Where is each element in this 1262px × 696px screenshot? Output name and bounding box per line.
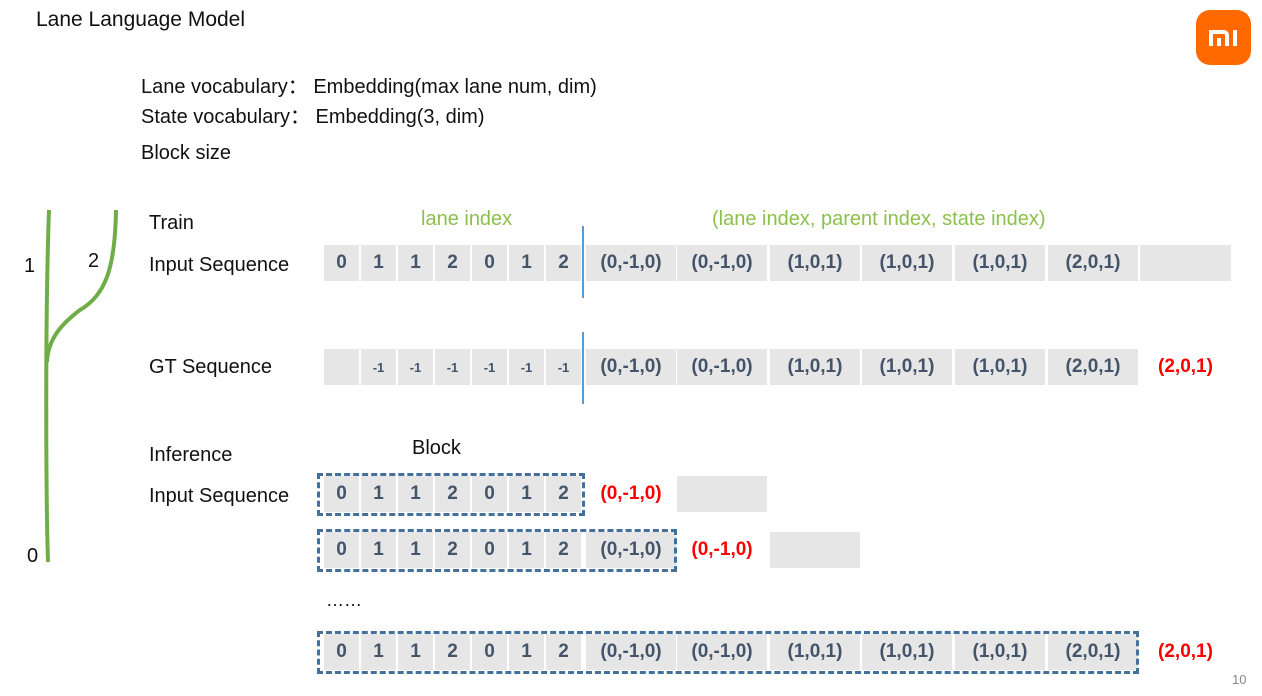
state-vocabulary-text: State vocabulary： Embedding(3, dim): [141, 106, 485, 128]
inf3-token-cell: 0: [324, 634, 359, 670]
slide-title: Lane Language Model: [36, 8, 246, 31]
mi-logo-icon: [1209, 30, 1237, 46]
train-input-token-cell: 1: [361, 245, 396, 281]
lane-0-1-curve: [44, 209, 51, 563]
inf2-token-cell: 2: [435, 532, 470, 568]
train-input-token-cell: 1: [398, 245, 433, 281]
train-input-token-cell: 1: [509, 245, 544, 281]
inf3-token-cell: 2: [435, 634, 470, 670]
inf3-token-cell: 1: [361, 634, 396, 670]
inf1-token-cell: 1: [398, 476, 433, 512]
triplet-header: (lane index, parent index, state index): [712, 208, 1046, 230]
inf3-triplet-cell: (2,0,1): [1048, 634, 1138, 670]
inf2-triplet-cell: [770, 532, 860, 568]
train-input-token-cell: 0: [324, 245, 359, 281]
gt-token-cell: -1: [398, 349, 433, 385]
inference-input-sequence-label: Input Sequence: [149, 485, 290, 507]
gt-token-cell: -1: [435, 349, 470, 385]
inf3-triplet-cell: (2,0,1): [1158, 641, 1213, 662]
train-input-triplet-cell: (2,0,1): [1048, 245, 1138, 281]
lane-2-curve: [45, 209, 118, 363]
train-input-triplet-cell: (1,0,1): [862, 245, 952, 281]
inf3-triplet-cell: (1,0,1): [955, 634, 1045, 670]
gt-token-cell: -1: [509, 349, 544, 385]
inf3-token-cell: 1: [509, 634, 544, 670]
inf1-token-cell: 2: [435, 476, 470, 512]
page-number: 10: [1232, 672, 1247, 687]
inf1-token-cell: 2: [546, 476, 581, 512]
inf2-token-cell: 1: [398, 532, 433, 568]
ellipsis-label: ……: [326, 590, 362, 610]
inf3-triplet-cell: (1,0,1): [770, 634, 860, 670]
gt-triplet-cell: (1,0,1): [955, 349, 1045, 385]
gt-triplet-cell: (0,-1,0): [677, 349, 767, 385]
inf2-token-cell: 1: [361, 532, 396, 568]
inf2-triplet-cell: (0,-1,0): [691, 539, 753, 560]
gt-triplet-cell: (1,0,1): [862, 349, 952, 385]
gt-sequence-label: GT Sequence: [149, 356, 273, 378]
gt-triplet-cell: (0,-1,0): [586, 349, 676, 385]
inference-block-3: [317, 631, 1139, 674]
inf2-token-cell: 2: [546, 532, 581, 568]
inference-block-1: [317, 473, 585, 516]
inf2-token-cell: 0: [324, 532, 359, 568]
lane-vocabulary-text: Lane vocabulary： Embedding(max lane num,…: [141, 76, 597, 98]
train-input-token-cell: 2: [435, 245, 470, 281]
inf2-triplet-cell: (0,-1,0): [586, 532, 676, 568]
inf1-token-cell: 0: [472, 476, 507, 512]
inf1-triplet-cell: [677, 476, 767, 512]
lane-label-0: 0: [27, 545, 39, 567]
gt-triplet-cell: (1,0,1): [770, 349, 860, 385]
gt-separator: [582, 332, 584, 404]
lane-index-header: lane index: [421, 208, 513, 230]
train-input-triplet-cell: [1140, 245, 1231, 281]
gt-token-cell: -1: [361, 349, 396, 385]
lane-tree-diagram: [44, 209, 118, 563]
train-input-triplet-cell: (1,0,1): [955, 245, 1045, 281]
inf3-triplet-cell: (0,-1,0): [586, 634, 676, 670]
block-label: Block: [412, 437, 461, 459]
gt-token-cell: -1: [546, 349, 581, 385]
inf3-triplet-cell: (0,-1,0): [677, 634, 767, 670]
inf2-token-cell: 1: [509, 532, 544, 568]
train-input-triplet-cell: (0,-1,0): [677, 245, 767, 281]
inf3-token-cell: 2: [546, 634, 581, 670]
lane-label-2: 2: [88, 250, 100, 272]
inf1-token-cell: 0: [324, 476, 359, 512]
inference-block-2: [317, 529, 677, 572]
gt-token-cell: -1: [472, 349, 507, 385]
train-input-sequence-label: Input Sequence: [149, 254, 290, 276]
train-input-token-cell: 2: [546, 245, 581, 281]
inf1-triplet-cell: (0,-1,0): [600, 483, 662, 504]
inf1-token-cell: 1: [361, 476, 396, 512]
gt-token-cell: [324, 349, 359, 385]
gt-triplet-cell: (2,0,1): [1048, 349, 1138, 385]
gt-triplet-cell: (2,0,1): [1158, 356, 1213, 377]
inf3-triplet-cell: (1,0,1): [862, 634, 952, 670]
inf3-token-cell: 1: [398, 634, 433, 670]
lane-label-1: 1: [24, 255, 36, 277]
train-separator: [582, 226, 584, 298]
inference-label: Inference: [149, 444, 233, 466]
train-label: Train: [149, 212, 194, 234]
block-size-text: Block size: [141, 142, 232, 164]
train-input-token-cell: 0: [472, 245, 507, 281]
train-input-triplet-cell: (0,-1,0): [586, 245, 676, 281]
inf3-token-cell: 0: [472, 634, 507, 670]
mi-logo: [1196, 10, 1251, 65]
inf1-token-cell: 1: [509, 476, 544, 512]
inf2-token-cell: 0: [472, 532, 507, 568]
train-input-triplet-cell: (1,0,1): [770, 245, 860, 281]
